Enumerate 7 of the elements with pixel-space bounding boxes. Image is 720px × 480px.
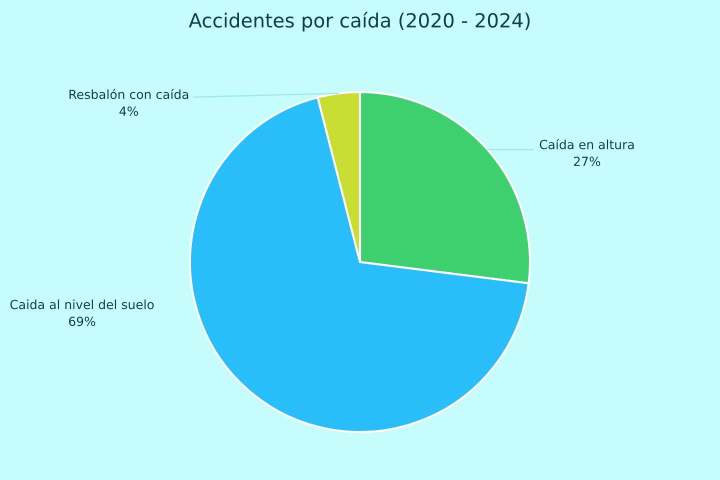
slice-label: Caida al nivel del suelo — [10, 300, 154, 310]
data-label: 69% — [69, 316, 96, 326]
chart-title: Accidentes por caída (2020 - 2024) — [188, 12, 530, 32]
data-label: 27% — [574, 156, 600, 166]
slice-label: Caída en altura — [540, 139, 634, 150]
slice-label: Resbalón con caída — [70, 88, 188, 100]
data-label: 4% — [119, 106, 138, 116]
